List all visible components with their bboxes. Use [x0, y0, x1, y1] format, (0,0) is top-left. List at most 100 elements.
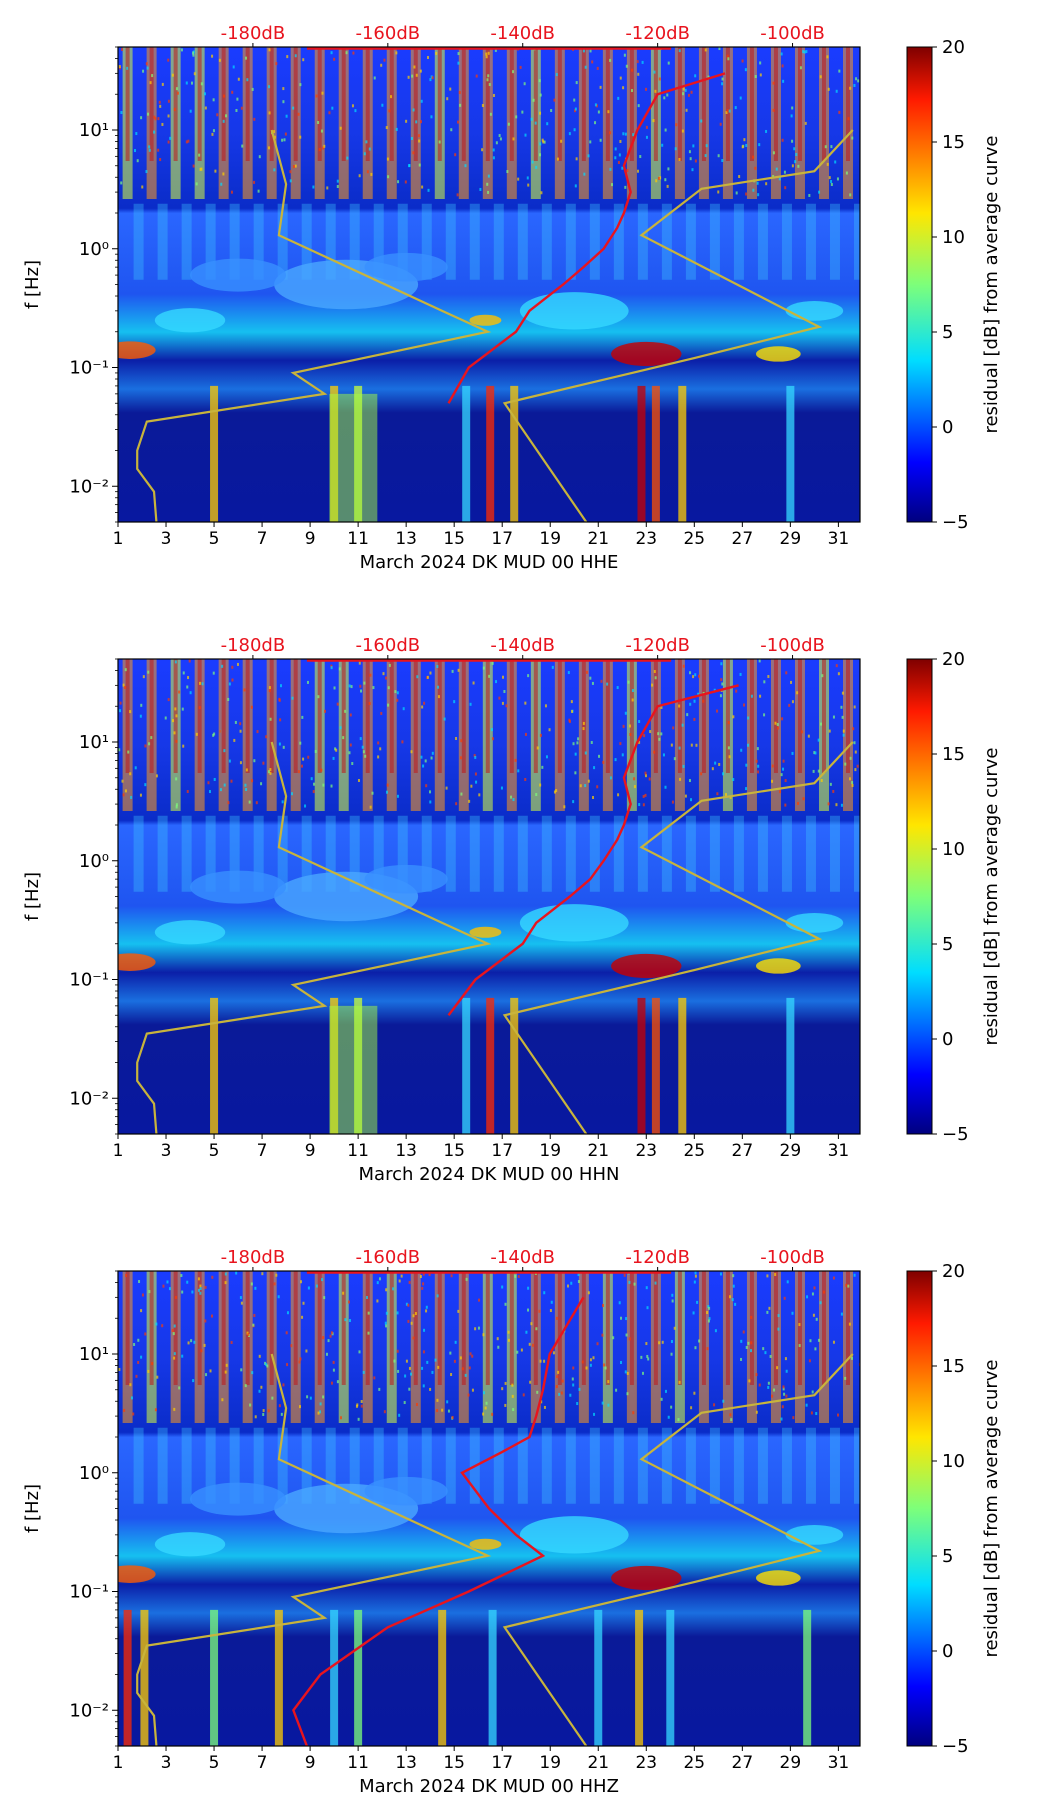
noise-speck: [740, 1339, 743, 1343]
noise-speck: [782, 1387, 785, 1391]
noise-speck: [417, 134, 420, 138]
noise-speck: [539, 1359, 542, 1363]
noise-speck: [735, 689, 738, 693]
noise-speck: [479, 187, 482, 191]
noise-speck: [195, 182, 198, 186]
noise-speck: [350, 685, 353, 689]
top-tick-label: -100dB: [760, 1247, 825, 1268]
noise-speck: [574, 184, 577, 188]
mid-stripe: [589, 815, 600, 892]
noise-speck: [167, 140, 170, 144]
noise-speck: [514, 758, 517, 762]
noise-speck: [173, 107, 176, 111]
hf-stripe-core: [221, 47, 226, 161]
noise-speck: [524, 732, 527, 736]
noise-speck: [298, 1360, 301, 1364]
hf-stripe-core: [773, 1271, 778, 1385]
hf-stripe-core: [437, 47, 442, 161]
hf-stripe-core: [797, 47, 802, 161]
x-tick-label: 13: [395, 1141, 417, 1161]
noise-speck: [368, 702, 371, 706]
x-tick-label: 23: [635, 529, 657, 549]
colorbar-tick-label: 10: [942, 839, 965, 860]
noise-speck: [597, 110, 600, 114]
noise-speck: [282, 100, 285, 104]
noise-speck: [426, 1360, 429, 1364]
lf-streak: [462, 385, 471, 522]
mid-stripe: [445, 203, 456, 280]
noise-speck: [695, 743, 698, 747]
noise-speck: [384, 1321, 387, 1325]
noise-speck: [489, 112, 492, 116]
noise-speck: [175, 777, 178, 781]
noise-speck: [841, 691, 844, 695]
noise-speck: [224, 1281, 227, 1285]
mid-stripe: [397, 815, 408, 892]
noise-speck: [708, 1306, 711, 1310]
noise-speck: [852, 727, 855, 731]
noise-speck: [269, 771, 272, 775]
noise-speck: [707, 1305, 710, 1309]
noise-speck: [589, 140, 592, 144]
noise-speck: [147, 112, 150, 116]
microseism-blob: [755, 958, 801, 974]
noise-speck: [339, 1416, 342, 1420]
mid-stripe: [637, 203, 648, 280]
noise-speck: [300, 1280, 303, 1284]
noise-speck: [694, 1346, 697, 1350]
noise-speck: [182, 744, 185, 748]
lf-streak: [210, 997, 219, 1134]
noise-speck: [840, 1312, 843, 1316]
noise-speck: [404, 1374, 407, 1378]
mid-stripe: [661, 815, 672, 892]
noise-speck: [731, 1298, 734, 1302]
noise-speck: [211, 132, 214, 136]
x-tick-label: 15: [443, 1753, 465, 1773]
noise-speck: [672, 726, 675, 730]
noise-speck: [782, 767, 785, 771]
hf-stripe-core: [509, 47, 514, 161]
noise-speck: [519, 65, 522, 69]
noise-speck: [810, 1411, 813, 1415]
noise-speck: [382, 672, 385, 676]
hf-stripe-core: [749, 47, 754, 161]
noise-speck: [421, 705, 424, 709]
hf-stripe-core: [149, 47, 154, 161]
noise-speck: [646, 1354, 649, 1358]
noise-speck: [569, 1393, 572, 1397]
noise-speck: [121, 47, 124, 51]
top-tick-label: -120dB: [625, 23, 690, 44]
noise-speck: [716, 792, 719, 796]
noise-speck: [535, 165, 538, 169]
noise-speck: [212, 129, 215, 133]
noise-speck: [693, 699, 696, 703]
noise-speck: [707, 1319, 710, 1323]
noise-speck: [330, 51, 333, 55]
noise-speck: [367, 1311, 370, 1315]
x-tick-label: 25: [683, 529, 705, 549]
hf-stripe-core: [173, 1271, 178, 1385]
noise-speck: [851, 781, 854, 785]
microseism-blob: [611, 953, 682, 979]
noise-speck: [824, 145, 827, 149]
noise-speck: [780, 1417, 783, 1421]
noise-speck: [595, 104, 598, 108]
noise-speck: [752, 155, 755, 159]
noise-speck: [422, 764, 425, 768]
noise-speck: [323, 1296, 326, 1300]
noise-speck: [849, 86, 852, 90]
lf-streak: [678, 385, 687, 522]
x-tick-label: 19: [539, 1141, 561, 1161]
noise-speck: [756, 747, 759, 751]
noise-speck: [380, 711, 383, 715]
noise-speck: [838, 69, 841, 73]
noise-speck: [567, 671, 570, 675]
noise-speck: [299, 741, 302, 745]
noise-speck: [141, 185, 144, 189]
noise-speck: [420, 755, 423, 759]
x-axis-label: March 2024 DK MUD 00 HHE: [360, 552, 619, 573]
noise-speck: [446, 1400, 449, 1404]
noise-speck: [784, 1357, 787, 1361]
noise-speck: [387, 686, 390, 690]
